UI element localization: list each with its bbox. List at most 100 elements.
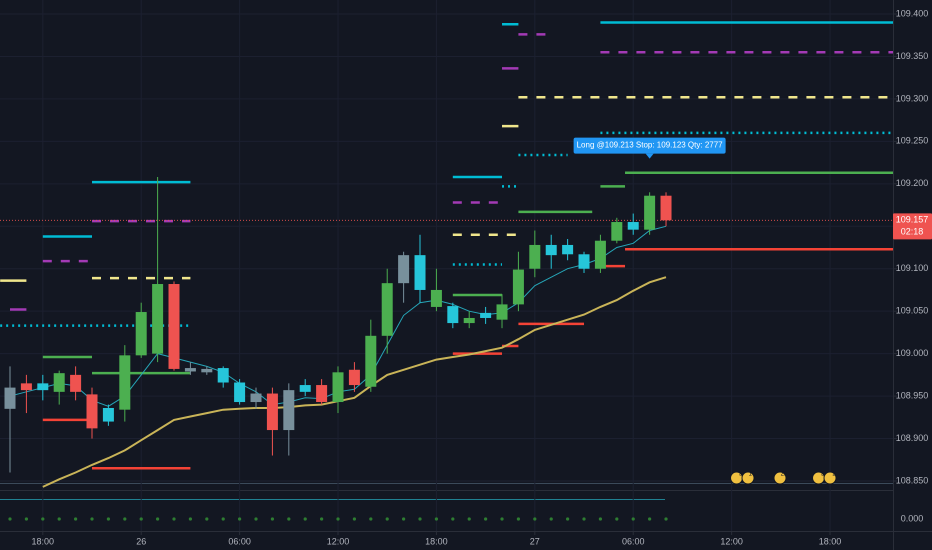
- candle-body: [119, 355, 131, 410]
- candle-body: [562, 244, 574, 255]
- oscillator-dot: [139, 517, 143, 521]
- event-label: 5: [821, 472, 825, 478]
- candle-body: [480, 312, 492, 318]
- candle-body: [37, 383, 49, 391]
- oscillator-dot: [516, 517, 521, 521]
- candle-body: [266, 393, 278, 431]
- candle-body: [414, 255, 426, 290]
- oscillator-dot: [172, 517, 176, 521]
- x-tick-label: 18:00: [32, 536, 55, 546]
- candle-body: [381, 283, 393, 336]
- candle-body: [299, 385, 311, 392]
- y-tick-label: 109.350: [896, 51, 929, 61]
- oscillator-dot: [582, 517, 586, 521]
- oscillator-dot: [402, 517, 406, 521]
- countdown-label: 02:18: [901, 227, 924, 237]
- x-tick-label: 06:00: [622, 536, 645, 546]
- annotation-box: [573, 137, 726, 154]
- x-tick-label: 12:00: [327, 536, 350, 546]
- oscillator-dot: [598, 517, 603, 521]
- oscillator-dot: [238, 517, 242, 521]
- y-tick-label: 108.950: [896, 390, 929, 400]
- y-tick-label: 109.400: [896, 8, 929, 18]
- oscillator-dot: [123, 517, 127, 521]
- oscillator-dot: [369, 517, 373, 521]
- event-icon: [741, 471, 755, 485]
- oscillator-dot: [418, 517, 422, 521]
- candle-body: [512, 269, 524, 305]
- oscillator-dot: [270, 517, 275, 521]
- oscillator-dot: [90, 517, 94, 521]
- candle-body: [660, 195, 672, 221]
- y-tick-label: 109.000: [896, 348, 929, 358]
- candle-body: [365, 335, 377, 387]
- oscillator-dot: [303, 517, 307, 521]
- moving-average: [42, 276, 667, 488]
- annotation-text: Long @109.213 Stop: 109.123 Qty: 2777: [577, 141, 724, 150]
- candle-body: [644, 195, 656, 230]
- candle-body: [529, 244, 541, 269]
- candle-body: [627, 222, 639, 230]
- candle-body: [86, 394, 98, 429]
- candle-body: [332, 372, 344, 403]
- candle-body: [168, 284, 180, 369]
- event-icon: [773, 471, 787, 485]
- candle-body: [398, 255, 410, 284]
- oscillator-dot: [336, 517, 340, 521]
- candle-body: [20, 383, 32, 391]
- oscillator-dot: [467, 517, 471, 521]
- oscillator-dot: [648, 517, 652, 521]
- oscillator-dot: [352, 517, 357, 521]
- y-tick-label: 108.900: [896, 433, 929, 443]
- oscillator-dot: [434, 517, 439, 521]
- oscillator-dot: [664, 517, 668, 521]
- candle-body: [578, 254, 590, 269]
- candle-body: [250, 393, 262, 403]
- event-label: 5: [739, 472, 743, 478]
- candle-body: [152, 284, 164, 354]
- oscillator-dot: [205, 517, 209, 521]
- x-tick-label: 18:00: [819, 536, 842, 546]
- oscillator-dot: [287, 517, 291, 521]
- y-tick-label: 108.850: [896, 475, 929, 485]
- oscillator-dot: [74, 517, 78, 521]
- x-tick-label: 12:00: [720, 536, 743, 546]
- x-tick-label: 06:00: [228, 536, 251, 546]
- candle-body: [135, 312, 147, 356]
- candle-body: [102, 407, 114, 422]
- annotation-pointer: [645, 153, 654, 159]
- candle-body: [70, 374, 82, 392]
- y-tick-label: 109.300: [896, 93, 929, 103]
- candle-body: [545, 244, 557, 256]
- candle-body: [496, 304, 508, 320]
- oscillator-dot: [106, 517, 111, 521]
- oscillator-dot: [24, 517, 29, 521]
- candle-body: [53, 373, 65, 392]
- x-tick-label: 26: [136, 536, 146, 546]
- candle-body: [611, 222, 623, 241]
- event-label: 22: [781, 472, 788, 478]
- oscillator-dot: [188, 517, 193, 521]
- oscillator-dot: [221, 517, 225, 521]
- candle-body: [316, 385, 328, 403]
- oscillator-dot: [57, 517, 61, 521]
- y-tick-label: 109.250: [896, 136, 929, 146]
- price-tag: [893, 213, 932, 240]
- candle-body: [4, 387, 16, 409]
- candle-body: [430, 289, 442, 307]
- candle-body: [594, 240, 606, 269]
- y-tick-label: 109.100: [896, 263, 929, 273]
- x-tick-label: 27: [530, 536, 540, 546]
- oscillator-dot: [41, 517, 45, 521]
- candle-body: [348, 369, 360, 386]
- y-tick-label: 109.200: [896, 178, 929, 188]
- oscillator-dot: [566, 517, 570, 521]
- candle-body: [463, 317, 475, 324]
- candle-body: [234, 382, 246, 403]
- oscillator-dot: [451, 517, 455, 521]
- oscillator-dot: [549, 517, 553, 521]
- candle-body: [201, 368, 213, 373]
- candle-body: [184, 368, 196, 372]
